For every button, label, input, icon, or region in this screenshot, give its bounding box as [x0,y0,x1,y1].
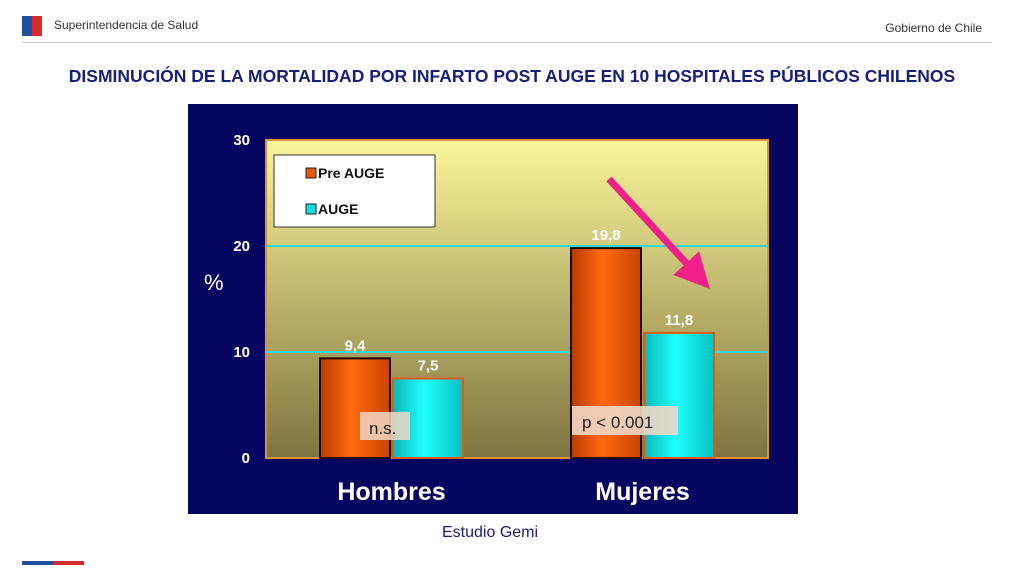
footer-flag-bar [22,561,84,565]
header-divider [22,42,992,43]
trend-arrow [606,176,710,289]
gov-name: Gobierno de Chile [885,21,982,35]
y-axis-label: % [204,270,224,295]
y-tick-label: 20 [233,238,250,255]
bar [319,357,391,459]
slide-title: DISMINUCIÓN DE LA MORTALIDAD POR INFARTO… [68,66,956,86]
chile-logo [22,16,42,36]
chart-container: 0 10 20 30 % 9,4 7,5 19,8 11,8 Hombres Mujeres … [188,104,798,514]
bar-value-label: 19,8 [591,227,620,244]
org-name: Superintendencia de Salud [54,18,199,32]
y-tick-label: 30 [233,132,250,149]
legend-label-pre-auge: Pre AUGE [318,165,384,181]
y-tick-label: 10 [233,344,250,361]
bar-value-label: 11,8 [665,312,693,329]
y-tick-label: 0 [242,450,250,467]
bar [643,331,715,459]
annotation-p-value-text: p < 0.001 [582,413,653,432]
legend-swatch-pre-auge [305,167,317,179]
source-note: Estudio Gemi [442,524,539,541]
bar-value-label: 7,5 [418,358,439,375]
legend: Pre AUGE AUGE [273,154,436,228]
category-label: Hombres [337,478,445,506]
legend-label-auge: AUGE [318,201,358,217]
annotation-ns-text: n.s. [369,419,396,438]
bar-value-label: 9,4 [345,337,367,354]
legend-swatch-auge [305,203,317,215]
annotation-p-value: p < 0.001 [572,406,678,435]
category-label: Mujeres [595,478,689,506]
legend-box [273,154,436,228]
annotation-ns: n.s. [360,412,410,440]
